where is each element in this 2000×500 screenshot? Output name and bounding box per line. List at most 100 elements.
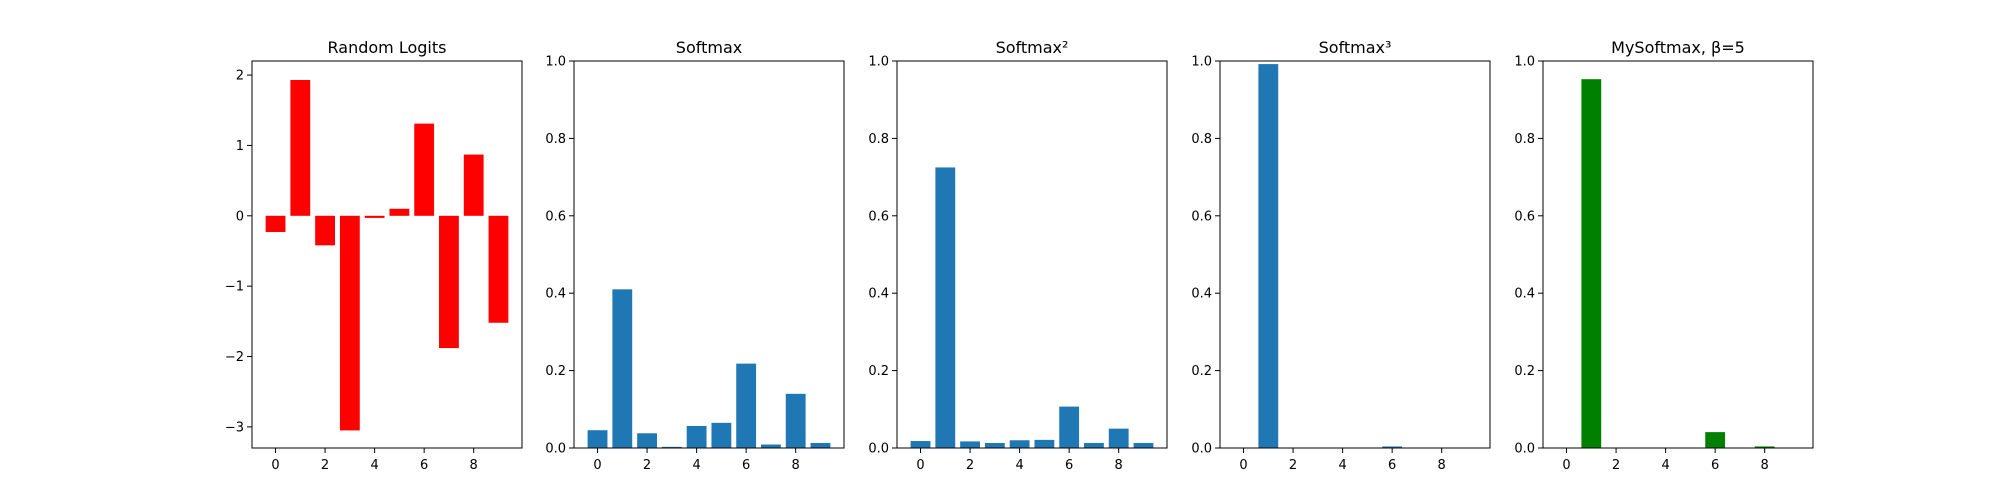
x-tick-label: 6 (742, 458, 750, 473)
bar-5-6 (1705, 432, 1726, 448)
x-tick-label: 6 (1711, 458, 1719, 473)
x-tick-label: 8 (1761, 458, 1769, 473)
x-tick-label: 4 (1015, 458, 1023, 473)
y-tick-label: 2 (236, 69, 244, 84)
bar-2-8 (785, 393, 806, 448)
chart-panel-5: 0.0 0.2 0.4 0.6 0.8 1.0 0 2 4 6 8 MySoftmax, β=5 (1514, 38, 1814, 473)
y-tick-label: −1 (225, 280, 244, 295)
y-tick-label: 0.2 (1191, 364, 1212, 379)
chart-title: Softmax³ (1319, 38, 1392, 57)
bar-2-1 (612, 289, 633, 448)
y-tick-label: −2 (225, 350, 244, 365)
x-tick-label: 0 (1562, 458, 1570, 473)
y-tick-label: 0.8 (868, 132, 889, 147)
y-tick-label: 1.0 (545, 55, 566, 70)
chart-panel-1: −3 −2 −1 0 1 2 0 2 4 6 8 Random Logits (225, 38, 523, 473)
bar-5-1 (1581, 79, 1602, 448)
x-tick-label: 6 (1065, 458, 1073, 473)
chart-title: Random Logits (328, 38, 447, 57)
x-tick-label: 4 (370, 458, 378, 473)
chart-title: MySoftmax, β=5 (1611, 38, 1745, 57)
axes-frame (573, 60, 845, 449)
bar-1-5 (389, 208, 410, 216)
x-tick-label: 4 (692, 458, 700, 473)
y-tick-label: 0.8 (1514, 132, 1535, 147)
bar-2-6 (736, 363, 757, 448)
x-tick-label: 2 (1612, 458, 1620, 473)
y-tick-label: 0.4 (868, 287, 889, 302)
y-tick-label: 0.8 (545, 132, 566, 147)
bar-2-4 (686, 425, 707, 448)
bar-4-1 (1258, 64, 1279, 448)
y-tick-label: 0.0 (545, 442, 566, 457)
bar-1-9 (488, 215, 509, 323)
chart-title: Softmax (676, 38, 742, 57)
bar-1-3 (339, 215, 360, 431)
y-tick-label: 0.4 (545, 287, 566, 302)
y-tick-label: 0.6 (1191, 209, 1212, 224)
y-tick-label: 1.0 (868, 55, 889, 70)
bar-3-0 (910, 441, 931, 448)
axes-frame (896, 60, 1168, 449)
chart-panel-2: 0.0 0.2 0.4 0.6 0.8 1.0 0 2 4 6 8 Softmax (545, 38, 845, 473)
bar-2-5 (711, 422, 732, 448)
bar-1-2 (315, 215, 335, 246)
bar-5-8 (1754, 446, 1775, 448)
bar-1-7 (439, 215, 459, 349)
x-tick-label: 8 (470, 458, 478, 473)
y-tick-label: 0.2 (868, 364, 889, 379)
bar-2-7 (761, 444, 781, 448)
x-tick-label: 8 (1115, 458, 1123, 473)
bar-2-2 (637, 433, 657, 448)
bar-3-3 (984, 442, 1005, 448)
x-tick-label: 2 (1289, 458, 1297, 473)
y-tick-label: 0.4 (1514, 287, 1535, 302)
bar-3-1 (935, 167, 956, 448)
bar-4-6 (1382, 446, 1403, 448)
bar-3-4 (1009, 440, 1030, 448)
bar-3-6 (1059, 406, 1080, 448)
x-tick-label: 6 (1388, 458, 1396, 473)
bar-1-8 (463, 154, 484, 216)
y-tick-label: −3 (225, 420, 244, 435)
x-tick-label: 0 (916, 458, 924, 473)
y-tick-label: 0.6 (545, 209, 566, 224)
y-tick-label: 1.0 (1191, 55, 1212, 70)
y-tick-label: 0.8 (1191, 132, 1212, 147)
y-tick-label: 1 (236, 139, 244, 154)
bar-3-2 (960, 441, 980, 448)
bar-1-6 (414, 123, 435, 216)
x-tick-label: 2 (321, 458, 329, 473)
axes-frame (251, 60, 523, 449)
x-tick-label: 0 (1239, 458, 1247, 473)
y-tick-label: 0.0 (868, 442, 889, 457)
y-tick-label: 0.0 (1514, 442, 1535, 457)
y-tick-label: 0 (236, 209, 244, 224)
x-tick-label: 6 (420, 458, 428, 473)
chart-panel-4: 0.0 0.2 0.4 0.6 0.8 1.0 0 2 4 6 8 Softmax³ (1191, 38, 1491, 473)
chart-panel-3: 0.0 0.2 0.4 0.6 0.8 1.0 0 2 4 6 8 Softmax² (868, 38, 1168, 473)
bar-3-8 (1108, 428, 1129, 448)
x-tick-label: 0 (593, 458, 601, 473)
x-tick-label: 0 (271, 458, 279, 473)
y-tick-label: 1.0 (1514, 55, 1535, 70)
axes-frame (1219, 60, 1491, 449)
y-tick-label: 0.2 (1514, 364, 1535, 379)
x-tick-label: 2 (966, 458, 974, 473)
x-tick-label: 8 (1438, 458, 1446, 473)
bar-1-0 (265, 215, 286, 232)
bar-2-0 (587, 430, 608, 448)
y-tick-label: 0.6 (868, 209, 889, 224)
bar-3-5 (1034, 439, 1055, 448)
x-tick-label: 4 (1338, 458, 1346, 473)
x-tick-label: 8 (792, 458, 800, 473)
y-tick-label: 0.2 (545, 364, 566, 379)
bar-2-3 (661, 446, 682, 448)
bar-3-9 (1133, 442, 1154, 448)
axes-frame (1542, 60, 1814, 449)
bar-1-4 (364, 215, 385, 218)
y-tick-label: 0.4 (1191, 287, 1212, 302)
chart-title: Softmax² (996, 38, 1069, 57)
y-tick-label: 0.6 (1514, 209, 1535, 224)
